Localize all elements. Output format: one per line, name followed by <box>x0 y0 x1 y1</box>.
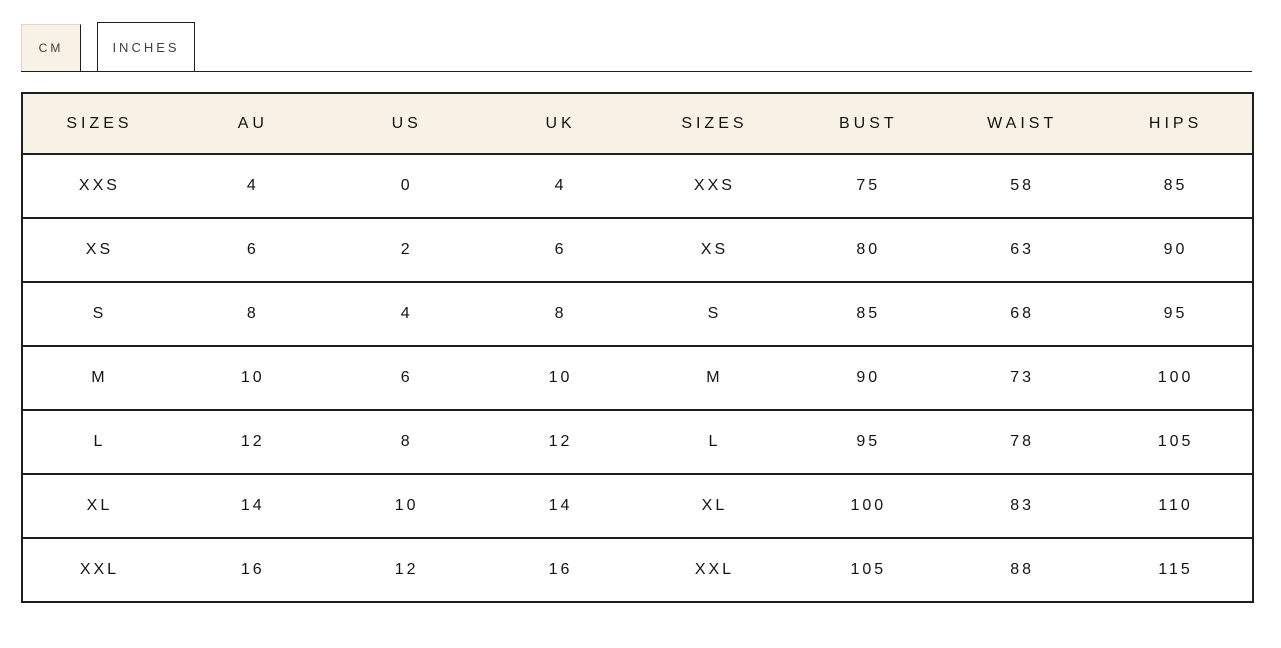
tab-cm[interactable]: CM <box>21 24 81 71</box>
table-cell: XL <box>637 473 792 538</box>
table-cell: 63 <box>945 217 1100 282</box>
table-cell: 8 <box>483 281 638 346</box>
table-cell: 10 <box>329 473 484 538</box>
table-cell: 12 <box>483 409 638 474</box>
table-cell: 12 <box>329 537 484 602</box>
header-hips: HIPS <box>1099 93 1253 155</box>
table-cell: 10 <box>175 345 330 410</box>
table-cell: XL <box>22 473 176 538</box>
table-cell: 110 <box>1099 473 1253 538</box>
table-cell: 88 <box>945 537 1100 602</box>
table-cell: XXL <box>22 537 176 602</box>
table-cell: 115 <box>1099 537 1253 602</box>
table-cell: 90 <box>791 345 946 410</box>
tab-inches[interactable]: INCHES <box>97 22 195 71</box>
table-cell: 8 <box>175 281 330 346</box>
table-cell: 95 <box>1099 281 1253 346</box>
table-cell: XS <box>22 217 176 282</box>
table-cell: XXS <box>637 154 792 218</box>
table-cell: XXL <box>637 537 792 602</box>
table-row: M 10 6 10 M 90 73 100 <box>22 345 1253 410</box>
table-cell: M <box>637 345 792 410</box>
tab-inches-label: INCHES <box>112 39 180 55</box>
table-cell: L <box>637 409 792 474</box>
table-cell: 58 <box>945 154 1100 218</box>
table-cell: 2 <box>329 217 484 282</box>
header-us: US <box>329 93 484 155</box>
table-cell: L <box>22 409 176 474</box>
table-cell: 100 <box>1099 345 1253 410</box>
table-cell: 73 <box>945 345 1100 410</box>
table-row: L 12 8 12 L 95 78 105 <box>22 409 1253 474</box>
header-bust: BUST <box>791 93 946 155</box>
table-cell: 68 <box>945 281 1100 346</box>
table-cell: 6 <box>329 345 484 410</box>
table-cell: 10 <box>483 345 638 410</box>
table-cell: 4 <box>483 154 638 218</box>
table-cell: 95 <box>791 409 946 474</box>
table-cell: 105 <box>1099 409 1253 474</box>
table-cell: 4 <box>329 281 484 346</box>
table-row: XL 14 10 14 XL 100 83 110 <box>22 473 1253 538</box>
table-cell: 16 <box>175 537 330 602</box>
table-cell: XS <box>637 217 792 282</box>
table-cell: 6 <box>175 217 330 282</box>
table-cell: 85 <box>1099 154 1253 218</box>
table-cell: 16 <box>483 537 638 602</box>
table-row: XXS 4 0 4 XXS 75 58 85 <box>22 154 1253 218</box>
table-cell: S <box>22 281 176 346</box>
table-cell: 85 <box>791 281 946 346</box>
header-waist: WAIST <box>945 93 1100 155</box>
header-uk: UK <box>483 93 638 155</box>
table-cell: 80 <box>791 217 946 282</box>
table-cell: 75 <box>791 154 946 218</box>
table-cell: 14 <box>175 473 330 538</box>
header-au: AU <box>175 93 330 155</box>
size-chart-header: SIZES AU US UK SIZES BUST WAIST HIPS <box>22 93 1253 155</box>
table-cell: 0 <box>329 154 484 218</box>
table-row: XXL 16 12 16 XXL 105 88 115 <box>22 537 1253 602</box>
header-sizes-measure: SIZES <box>637 93 792 155</box>
table-cell: 12 <box>175 409 330 474</box>
tab-cm-label: CM <box>38 41 64 55</box>
unit-tabs: CM INCHES <box>21 22 1252 72</box>
size-chart-table: SIZES AU US UK SIZES BUST WAIST HIPS XXS… <box>21 92 1254 603</box>
table-cell: 8 <box>329 409 484 474</box>
table-cell: XXS <box>22 154 176 218</box>
table-row: S 8 4 8 S 85 68 95 <box>22 281 1253 346</box>
table-cell: 100 <box>791 473 946 538</box>
table-cell: 90 <box>1099 217 1253 282</box>
table-row: XS 6 2 6 XS 80 63 90 <box>22 217 1253 282</box>
table-cell: S <box>637 281 792 346</box>
table-cell: 83 <box>945 473 1100 538</box>
table-cell: 105 <box>791 537 946 602</box>
table-cell: 78 <box>945 409 1100 474</box>
table-cell: 14 <box>483 473 638 538</box>
size-chart-body: XXS 4 0 4 XXS 75 58 85 XS 6 2 6 XS 80 63 90 S 8 4 8 S 85 68 95 M… <box>22 154 1253 602</box>
table-cell: M <box>22 345 176 410</box>
header-row: SIZES AU US UK SIZES BUST WAIST HIPS <box>22 93 1253 155</box>
table-cell: 6 <box>483 217 638 282</box>
table-cell: 4 <box>175 154 330 218</box>
header-sizes-intl: SIZES <box>22 93 176 155</box>
